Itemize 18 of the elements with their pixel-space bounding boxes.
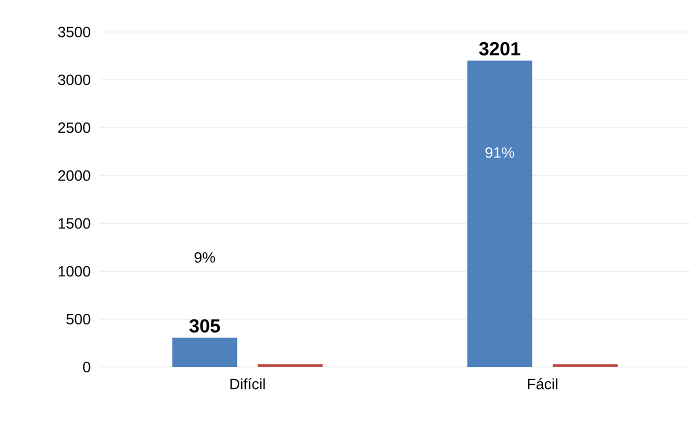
y-tick-label: 3000 (58, 74, 90, 86)
x-tick-label: Difícil (230, 378, 265, 390)
bar (552, 364, 618, 367)
bar (467, 60, 532, 367)
data-label: 305 (189, 319, 220, 333)
annotation: 91% (485, 147, 514, 158)
y-tick-label: 3500 (58, 26, 90, 38)
annotation: 9% (194, 252, 215, 263)
bar (258, 364, 323, 367)
bar (172, 338, 238, 367)
y-tick-label: 1500 (58, 218, 90, 229)
y-tick-label: 0 (83, 362, 90, 372)
data-label: 3201 (479, 42, 520, 56)
y-tick-label: 2500 (58, 122, 90, 133)
x-tick-label: Fácil (528, 378, 558, 390)
y-tick-label: 2000 (58, 170, 90, 181)
y-tick-label: 1000 (58, 266, 90, 277)
y-tick-label: 500 (66, 314, 90, 324)
